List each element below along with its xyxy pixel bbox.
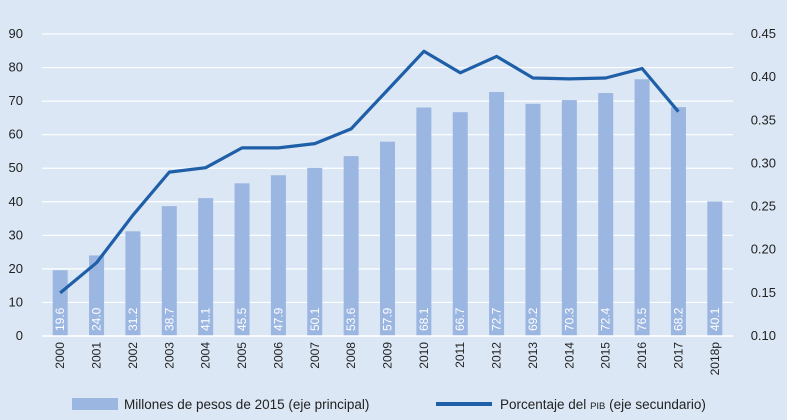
bar-2005 [234,183,250,336]
bar-2016 [634,79,650,337]
bar-data-label-2008: 53.6 [344,307,358,331]
bar-data-label-2002: 31.2 [126,307,140,331]
bar-data-label-2013: 69.2 [526,307,540,331]
bar-2018p [707,201,723,336]
y-left-tick-label: 80 [9,60,23,75]
y-left-tick-label: 90 [9,26,23,41]
bar-2015 [598,93,614,337]
bar-data-label-2014: 70.3 [562,307,576,331]
bar-2012 [489,92,505,336]
x-tick-label: 2015 [599,342,613,369]
legend: Millones de pesos de 2015 (eje principal… [72,397,706,412]
bar-data-label-2017: 68.2 [671,307,685,331]
bar-2017 [670,107,686,336]
y-axis-left: 0 10 20 30 40 50 60 70 80 90 [9,26,23,343]
legend-line-label-prefix: Porcentaje del [500,397,590,412]
x-tick-label: 2010 [417,342,431,369]
x-tick-label: 2018p [708,342,722,376]
legend-line-label-pib: PIB [590,401,605,412]
y-left-tick-label: 10 [9,294,23,309]
bar-data-label-2010: 68.1 [417,307,431,331]
x-tick-label: 2003 [162,342,176,369]
legend-bar-swatch [72,398,118,410]
y-left-tick-label: 30 [9,227,23,242]
x-tick-label: 2012 [490,342,504,369]
bar-2000 [52,270,68,336]
legend-line-label: Porcentaje del PIB (eje secundario) [500,397,706,412]
bar-2014 [561,100,577,336]
y-right-tick-label: 0.35 [751,112,776,127]
bar-data-label-2012: 72.7 [490,307,504,331]
bar-2001 [89,255,105,336]
bar-data-label-2004: 41.1 [199,307,213,331]
legend-bar-label: Millones de pesos de 2015 (eje principal… [124,397,369,412]
x-tick-label: 2008 [344,342,358,369]
x-tick-label: 2002 [126,342,140,369]
line-series [59,49,680,295]
bar-2002 [125,231,141,336]
bar-2009 [380,141,395,336]
bar-series [52,79,723,337]
bar-2010 [416,107,432,336]
y-left-tick-label: 0 [16,328,23,343]
bar-2007 [307,167,323,336]
y-left-tick-label: 70 [9,93,23,108]
y-right-tick-label: 0.25 [751,199,776,214]
bar-data-label-2016: 76.5 [635,307,649,331]
x-tick-label: 2016 [635,342,649,369]
bar-2004 [198,198,214,336]
y-left-tick-label: 60 [9,127,23,142]
y-right-tick-label: 0.20 [751,242,776,257]
line-porcentaje-pib [59,49,680,295]
x-tick-label: 2001 [90,342,104,369]
x-tick-label: 2005 [235,342,249,369]
legend-line-label-suffix: (eje secundario) [605,397,706,412]
y-right-tick-label: 0.10 [751,328,776,343]
bar-2003 [161,206,177,336]
bar-data-label-2018p: 40.1 [708,307,722,331]
y-right-tick-label: 0.30 [751,155,776,170]
x-tick-label: 2013 [526,342,540,369]
bar-2006 [270,175,286,336]
y-left-tick-label: 40 [9,194,23,209]
bar-2011 [452,112,468,336]
bar-data-label-2011: 66.7 [453,307,467,331]
bar-data-label-2001: 24.0 [90,307,104,331]
y-right-tick-label: 0.15 [751,285,776,300]
bar-data-label-2015: 72.4 [599,307,613,331]
bar-2013 [525,103,541,336]
x-tick-label: 2009 [381,342,395,369]
y-left-tick-label: 50 [9,160,23,175]
bar-data-label-2007: 50.1 [308,307,322,331]
y-right-tick-label: 0.40 [751,69,776,84]
bar-data-label-2003: 38.7 [162,307,176,331]
x-tick-label: 2011 [453,342,467,368]
bar-data-labels: 19.6 24.0 31.2 38.7 41.1 45.5 47.9 50.1 53.6 57.9… [53,307,722,331]
bar-data-label-2009: 57.9 [381,307,395,331]
x-tick-label: 2004 [199,342,213,369]
bar-data-label-2000: 19.6 [53,307,67,331]
x-tick-label: 2006 [271,342,285,369]
x-axis: 2000 2001 2002 2003 2004 2005 2006 2007 2008 2009… [42,335,733,376]
x-tick-label: 2017 [671,342,685,369]
bar-data-label-2005: 45.5 [235,307,249,331]
y-right-tick-label: 0.45 [751,26,776,41]
bar-2008 [343,156,359,336]
x-tick-label: 2000 [53,342,67,369]
bar-data-label-2006: 47.9 [271,307,285,331]
x-tick-label: 2014 [562,342,576,369]
y-left-tick-label: 20 [9,261,23,276]
x-tick-label: 2007 [308,342,322,369]
y-axis-right: 0.10 0.15 0.20 0.25 0.30 0.35 0.40 0.45 [751,26,776,343]
